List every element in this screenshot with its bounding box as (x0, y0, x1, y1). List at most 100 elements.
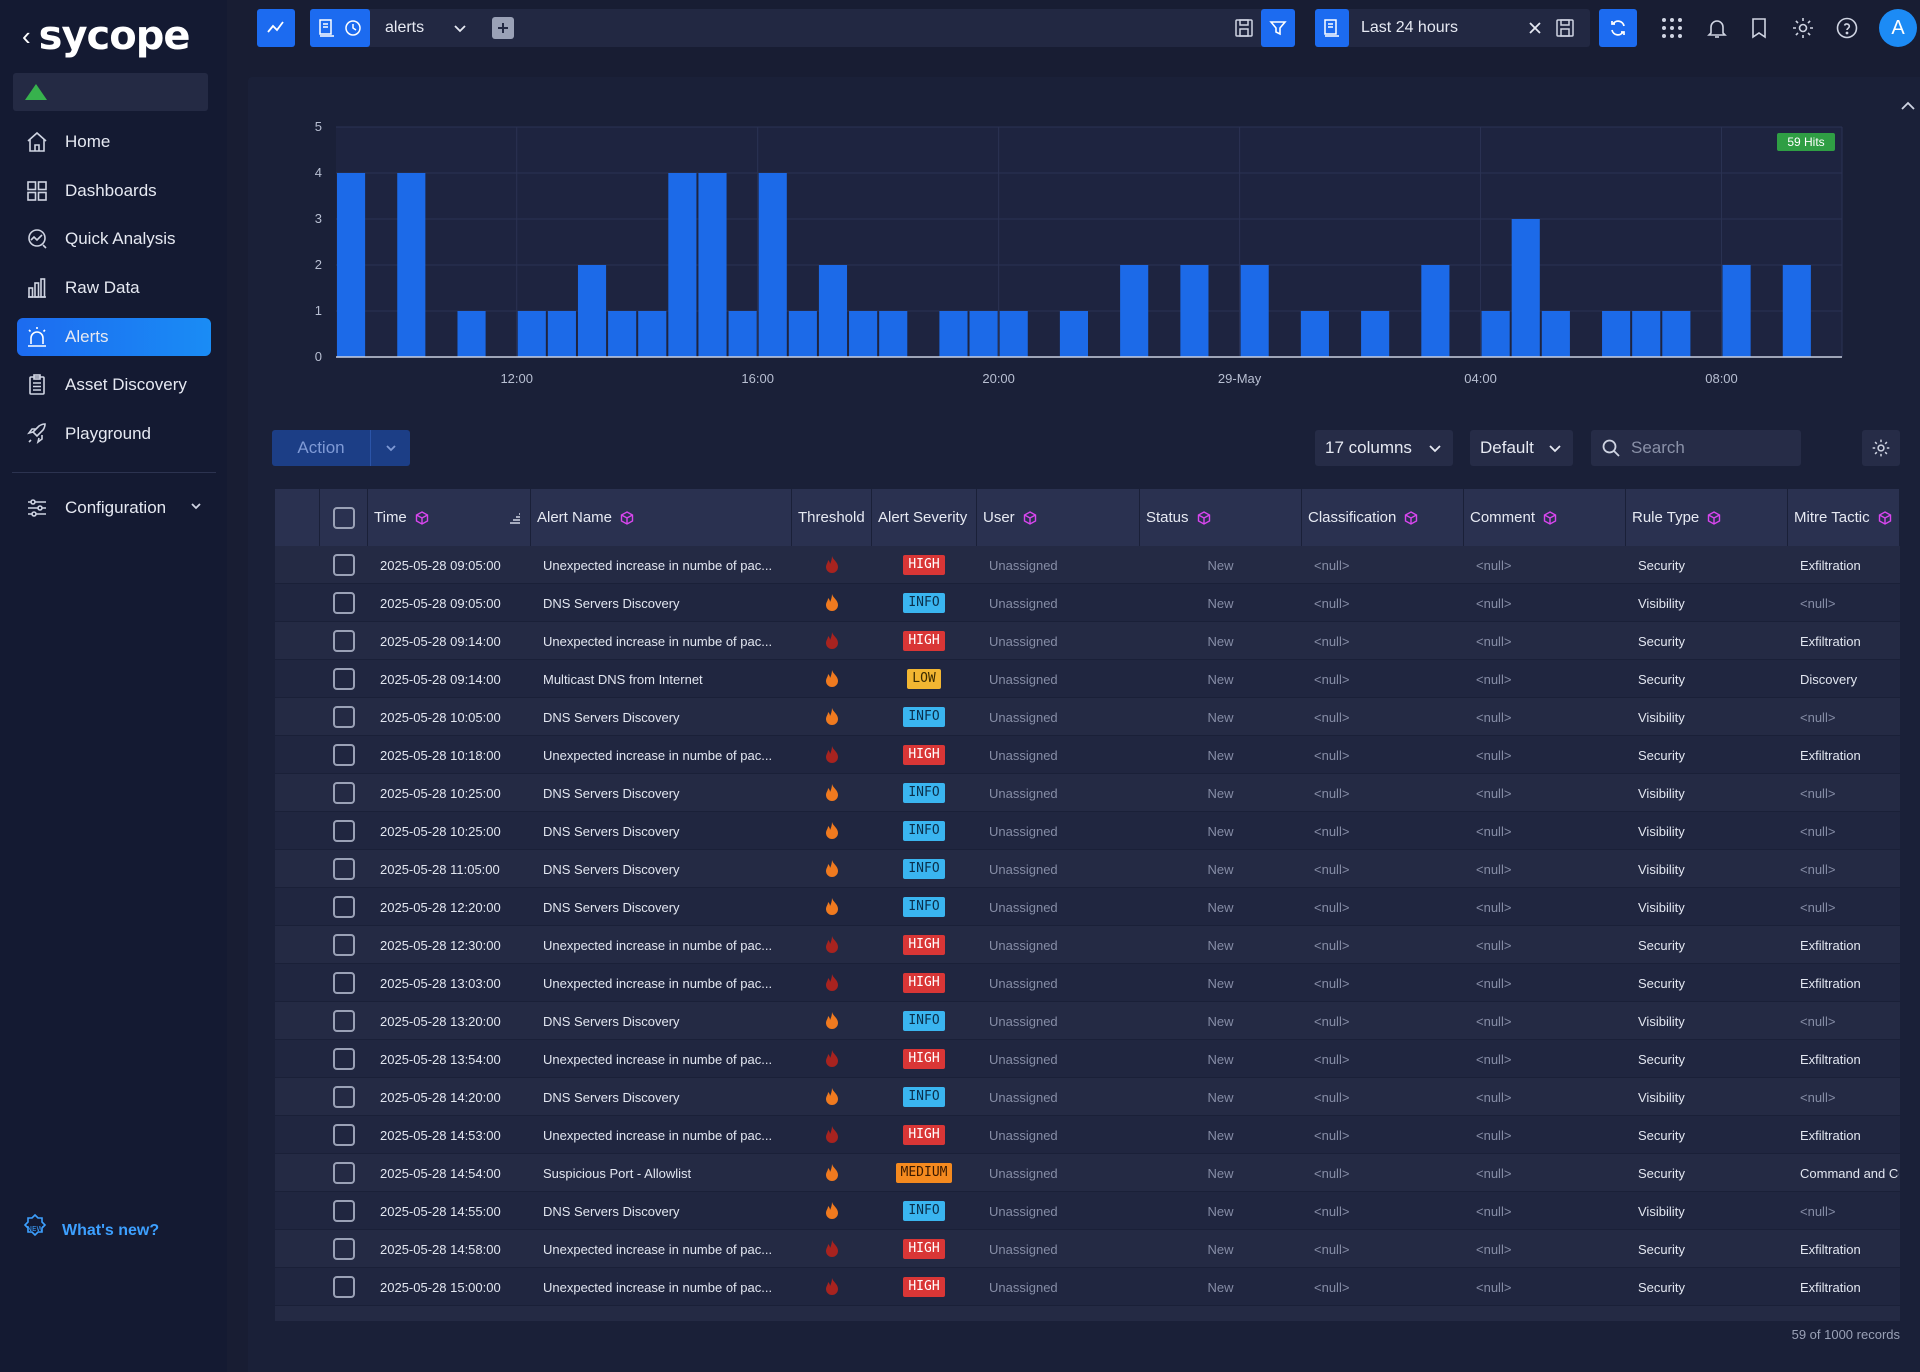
column-header-mitre-tactic[interactable]: Mitre Tactic (1788, 489, 1900, 546)
row-select-cell[interactable] (320, 622, 368, 660)
row-select-cell[interactable] (320, 584, 368, 622)
row-select-cell[interactable] (320, 926, 368, 964)
table-row[interactable]: 2025-05-28 12:20:00 DNS Servers Discovery… (275, 888, 1900, 926)
table-row[interactable]: 2025-05-28 10:18:00 Unexpected increase i… (275, 736, 1900, 774)
row-checkbox[interactable] (332, 934, 355, 956)
columns-dropdown[interactable]: 17 columns (1315, 430, 1453, 466)
row-checkbox[interactable] (332, 1048, 355, 1070)
table-settings-button[interactable] (1862, 430, 1900, 466)
row-select-cell[interactable] (320, 736, 368, 774)
row-checkbox[interactable] (332, 1162, 355, 1184)
column-header-classification[interactable]: Classification (1302, 489, 1464, 546)
row-select-cell[interactable] (320, 774, 368, 812)
row-select-cell[interactable] (320, 812, 368, 850)
select-all-checkbox[interactable] (332, 506, 355, 529)
table-row[interactable]: 2025-05-28 13:20:00 DNS Servers Discovery… (275, 1002, 1900, 1040)
row-select-cell[interactable] (320, 660, 368, 698)
back-chevron-icon[interactable]: ‹ (22, 21, 31, 51)
refresh-button[interactable] (1599, 9, 1637, 47)
row-checkbox[interactable] (332, 744, 355, 766)
row-select-cell[interactable] (320, 1230, 368, 1268)
row-checkbox[interactable] (332, 1124, 355, 1146)
sidebar-item-configuration[interactable]: Configuration (17, 489, 211, 527)
row-checkbox[interactable] (332, 668, 355, 690)
table-row[interactable]: 2025-05-28 14:53:00 Unexpected increase i… (275, 1116, 1900, 1154)
tenant-selector[interactable] (13, 73, 208, 111)
table-row[interactable]: 2025-05-28 09:05:00 DNS Servers Discovery… (275, 584, 1900, 622)
table-row[interactable]: 2025-05-28 13:54:00 Unexpected increase i… (275, 1040, 1900, 1078)
column-header-threshold[interactable]: Threshold (792, 489, 872, 546)
row-checkbox[interactable] (332, 896, 355, 918)
row-checkbox[interactable] (332, 972, 355, 994)
sidebar-item-raw-data[interactable]: Raw Data (17, 269, 211, 307)
row-checkbox[interactable] (332, 820, 355, 842)
row-checkbox[interactable] (332, 554, 355, 576)
table-row[interactable]: 2025-05-28 14:20:00 DNS Servers Discovery… (275, 1078, 1900, 1116)
table-row[interactable]: 2025-05-28 14:55:00 DNS Servers Discovery… (275, 1192, 1900, 1230)
row-checkbox[interactable] (332, 858, 355, 880)
query-text[interactable]: alerts (385, 19, 425, 36)
table-row[interactable]: 2025-05-28 10:25:00 DNS Servers Discovery… (275, 812, 1900, 850)
row-select-cell[interactable] (320, 1002, 368, 1040)
row-select-cell[interactable] (320, 888, 368, 926)
sidebar-item-asset-discovery[interactable]: Asset Discovery (17, 366, 211, 404)
row-checkbox[interactable] (332, 1086, 355, 1108)
row-checkbox[interactable] (332, 706, 355, 728)
time-presets-button[interactable] (1315, 9, 1349, 47)
search-box[interactable] (1591, 430, 1801, 466)
time-range-picker[interactable]: Last 24 hours (1315, 9, 1590, 47)
row-checkbox[interactable] (332, 1238, 355, 1260)
sidebar-item-playground[interactable]: Playground (17, 415, 211, 453)
settings-button[interactable] (1788, 13, 1818, 43)
column-header-comment[interactable]: Comment (1464, 489, 1626, 546)
row-checkbox[interactable] (332, 630, 355, 652)
row-checkbox[interactable] (332, 782, 355, 804)
action-button[interactable]: Action (297, 438, 345, 457)
sidebar-item-home[interactable]: Home (17, 123, 211, 161)
row-select-cell[interactable] (320, 1116, 368, 1154)
table-row[interactable]: 2025-05-28 15:00:00 Unexpected increase i… (275, 1268, 1900, 1306)
column-header-user[interactable]: User (977, 489, 1140, 546)
apps-grid-button[interactable] (1657, 13, 1687, 43)
add-query-button[interactable] (492, 17, 514, 39)
chevron-down-icon[interactable] (370, 430, 410, 466)
row-select-cell[interactable] (320, 1078, 368, 1116)
column-header-time[interactable]: Time (368, 489, 531, 546)
table-row[interactable]: 2025-05-28 14:58:00 Unexpected increase i… (275, 1230, 1900, 1268)
view-dropdown[interactable]: Default (1470, 430, 1573, 466)
search-input[interactable] (1631, 438, 1791, 458)
column-header-rule-type[interactable]: Rule Type (1626, 489, 1788, 546)
row-checkbox[interactable] (332, 1200, 355, 1222)
table-row[interactable]: 2025-05-28 10:25:00 DNS Servers Discovery… (275, 774, 1900, 812)
row-checkbox[interactable] (332, 1010, 355, 1032)
visualization-toggle-button[interactable] (257, 9, 295, 47)
collapse-chart-icon[interactable] (1900, 99, 1916, 117)
row-checkbox[interactable] (332, 1276, 355, 1298)
table-row[interactable]: 2025-05-28 09:05:00 Unexpected increase i… (275, 546, 1900, 584)
action-dropdown[interactable]: Action (272, 430, 410, 466)
sidebar-item-dashboards[interactable]: Dashboards (17, 172, 211, 210)
table-row[interactable]: 2025-05-28 10:05:00 DNS Servers Discovery… (275, 698, 1900, 736)
table-row[interactable]: 2025-05-28 09:14:00 Multicast DNS from In… (275, 660, 1900, 698)
close-icon[interactable] (1527, 20, 1543, 41)
help-button[interactable] (1832, 13, 1862, 43)
row-select-cell[interactable] (320, 1040, 368, 1078)
saved-query-button[interactable] (310, 9, 370, 47)
sort-icon[interactable] (508, 511, 522, 525)
sidebar-item-alerts[interactable]: Alerts (17, 317, 211, 356)
table-row[interactable]: 2025-05-28 09:14:00 Unexpected increase i… (275, 622, 1900, 660)
row-select-cell[interactable] (320, 1154, 368, 1192)
table-row[interactable]: 2025-05-28 14:54:00 Suspicious Port - All… (275, 1154, 1900, 1192)
logo[interactable]: ‹ sycope (22, 13, 191, 59)
row-select-cell[interactable] (320, 964, 368, 1002)
row-select-cell[interactable] (320, 546, 368, 584)
table-row[interactable]: 2025-05-28 13:03:00 Unexpected increase i… (275, 964, 1900, 1002)
bookmarks-button[interactable] (1744, 13, 1774, 43)
table-row[interactable]: 2025-05-28 11:05:00 DNS Servers Discovery… (275, 850, 1900, 888)
column-header-alert-severity[interactable]: Alert Severity (872, 489, 977, 546)
save-query-icon[interactable] (1234, 18, 1254, 43)
column-header-alert-name[interactable]: Alert Name (531, 489, 792, 546)
table-row[interactable]: 2025-05-28 12:30:00 Unexpected increase i… (275, 926, 1900, 964)
save-time-icon[interactable] (1555, 18, 1575, 43)
row-select-cell[interactable] (320, 850, 368, 888)
